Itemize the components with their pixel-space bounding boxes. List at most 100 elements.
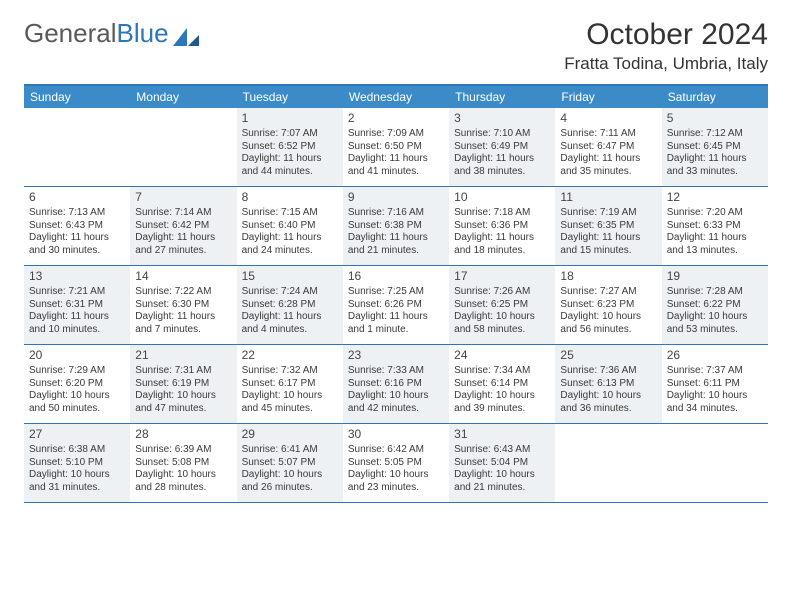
day-sunrise: Sunrise: 6:42 AM [348, 444, 444, 457]
day-number: 31 [454, 427, 550, 442]
day-day2: and 4 minutes. [242, 324, 338, 337]
day-sunrise: Sunrise: 7:22 AM [135, 286, 231, 299]
day-day1: Daylight: 11 hours [667, 232, 763, 245]
day-number: 4 [560, 111, 656, 126]
day-number: 28 [135, 427, 231, 442]
day-sunset: Sunset: 6:25 PM [454, 299, 550, 312]
day-sunset: Sunset: 6:19 PM [135, 378, 231, 391]
location: Fratta Todina, Umbria, Italy [564, 54, 768, 74]
day-cell: 15Sunrise: 7:24 AMSunset: 6:28 PMDayligh… [237, 266, 343, 344]
day-cell: 5Sunrise: 7:12 AMSunset: 6:45 PMDaylight… [662, 108, 768, 186]
day-sunset: Sunset: 6:17 PM [242, 378, 338, 391]
day-sunrise: Sunrise: 7:34 AM [454, 365, 550, 378]
day-number: 8 [242, 190, 338, 205]
day-day1: Daylight: 10 hours [454, 390, 550, 403]
day-cell: 29Sunrise: 6:41 AMSunset: 5:07 PMDayligh… [237, 424, 343, 502]
day-day1: Daylight: 10 hours [667, 390, 763, 403]
day-day1: Daylight: 10 hours [454, 469, 550, 482]
day-sunrise: Sunrise: 7:16 AM [348, 207, 444, 220]
day-sunrise: Sunrise: 7:33 AM [348, 365, 444, 378]
day-cell: 11Sunrise: 7:19 AMSunset: 6:35 PMDayligh… [555, 187, 661, 265]
day-number: 12 [667, 190, 763, 205]
logo-text-general: General [24, 18, 117, 49]
day-sunrise: Sunrise: 7:31 AM [135, 365, 231, 378]
day-day1: Daylight: 10 hours [454, 311, 550, 324]
day-number: 18 [560, 269, 656, 284]
weeks-container: 1Sunrise: 7:07 AMSunset: 6:52 PMDaylight… [24, 108, 768, 503]
day-day1: Daylight: 10 hours [135, 469, 231, 482]
day-day2: and 21 minutes. [348, 245, 444, 258]
day-sunrise: Sunrise: 7:28 AM [667, 286, 763, 299]
day-day1: Daylight: 11 hours [242, 311, 338, 324]
day-sunrise: Sunrise: 6:39 AM [135, 444, 231, 457]
day-sunset: Sunset: 6:45 PM [667, 141, 763, 154]
day-day1: Daylight: 11 hours [560, 153, 656, 166]
day-sunset: Sunset: 5:08 PM [135, 457, 231, 470]
day-day1: Daylight: 10 hours [135, 390, 231, 403]
week-row: 27Sunrise: 6:38 AMSunset: 5:10 PMDayligh… [24, 424, 768, 503]
title-block: October 2024 Fratta Todina, Umbria, Ital… [564, 18, 768, 74]
day-sunrise: Sunrise: 7:09 AM [348, 128, 444, 141]
day-day2: and 26 minutes. [242, 482, 338, 495]
day-number: 11 [560, 190, 656, 205]
day-cell: 21Sunrise: 7:31 AMSunset: 6:19 PMDayligh… [130, 345, 236, 423]
day-cell: 8Sunrise: 7:15 AMSunset: 6:40 PMDaylight… [237, 187, 343, 265]
weekday-header: Sunday [24, 86, 130, 108]
day-sunrise: Sunrise: 6:38 AM [29, 444, 125, 457]
day-day2: and 24 minutes. [242, 245, 338, 258]
day-day2: and 35 minutes. [560, 166, 656, 179]
day-day1: Daylight: 11 hours [560, 232, 656, 245]
day-cell [555, 424, 661, 502]
day-cell: 3Sunrise: 7:10 AMSunset: 6:49 PMDaylight… [449, 108, 555, 186]
day-sunset: Sunset: 6:43 PM [29, 220, 125, 233]
day-number: 22 [242, 348, 338, 363]
day-day1: Daylight: 11 hours [454, 232, 550, 245]
day-day2: and 18 minutes. [454, 245, 550, 258]
day-cell: 13Sunrise: 7:21 AMSunset: 6:31 PMDayligh… [24, 266, 130, 344]
day-cell: 4Sunrise: 7:11 AMSunset: 6:47 PMDaylight… [555, 108, 661, 186]
day-day2: and 30 minutes. [29, 245, 125, 258]
day-number: 23 [348, 348, 444, 363]
day-number: 5 [667, 111, 763, 126]
week-row: 6Sunrise: 7:13 AMSunset: 6:43 PMDaylight… [24, 187, 768, 266]
day-number: 16 [348, 269, 444, 284]
week-row: 20Sunrise: 7:29 AMSunset: 6:20 PMDayligh… [24, 345, 768, 424]
day-number: 1 [242, 111, 338, 126]
day-day2: and 33 minutes. [667, 166, 763, 179]
day-sunset: Sunset: 5:07 PM [242, 457, 338, 470]
day-day1: Daylight: 11 hours [135, 311, 231, 324]
day-day1: Daylight: 10 hours [348, 469, 444, 482]
day-day2: and 39 minutes. [454, 403, 550, 416]
day-sunrise: Sunrise: 7:12 AM [667, 128, 763, 141]
day-sunrise: Sunrise: 7:14 AM [135, 207, 231, 220]
day-cell [130, 108, 236, 186]
day-day2: and 21 minutes. [454, 482, 550, 495]
day-sunset: Sunset: 6:11 PM [667, 378, 763, 391]
day-sunset: Sunset: 6:22 PM [667, 299, 763, 312]
day-day2: and 28 minutes. [135, 482, 231, 495]
day-day1: Daylight: 10 hours [560, 311, 656, 324]
day-day1: Daylight: 10 hours [667, 311, 763, 324]
day-day1: Daylight: 10 hours [348, 390, 444, 403]
day-sunrise: Sunrise: 7:37 AM [667, 365, 763, 378]
weekday-header: Saturday [662, 86, 768, 108]
day-day2: and 38 minutes. [454, 166, 550, 179]
day-sunrise: Sunrise: 7:26 AM [454, 286, 550, 299]
day-number: 26 [667, 348, 763, 363]
day-sunrise: Sunrise: 7:29 AM [29, 365, 125, 378]
day-cell: 31Sunrise: 6:43 AMSunset: 5:04 PMDayligh… [449, 424, 555, 502]
day-cell: 2Sunrise: 7:09 AMSunset: 6:50 PMDaylight… [343, 108, 449, 186]
day-number: 29 [242, 427, 338, 442]
weekday-header: Thursday [449, 86, 555, 108]
day-number: 2 [348, 111, 444, 126]
day-day2: and 58 minutes. [454, 324, 550, 337]
day-day1: Daylight: 11 hours [348, 311, 444, 324]
day-sunset: Sunset: 6:23 PM [560, 299, 656, 312]
day-day2: and 56 minutes. [560, 324, 656, 337]
week-row: 13Sunrise: 7:21 AMSunset: 6:31 PMDayligh… [24, 266, 768, 345]
logo-text-blue: Blue [117, 18, 169, 49]
day-day1: Daylight: 10 hours [560, 390, 656, 403]
day-sunset: Sunset: 6:14 PM [454, 378, 550, 391]
day-cell: 17Sunrise: 7:26 AMSunset: 6:25 PMDayligh… [449, 266, 555, 344]
day-sunrise: Sunrise: 7:13 AM [29, 207, 125, 220]
